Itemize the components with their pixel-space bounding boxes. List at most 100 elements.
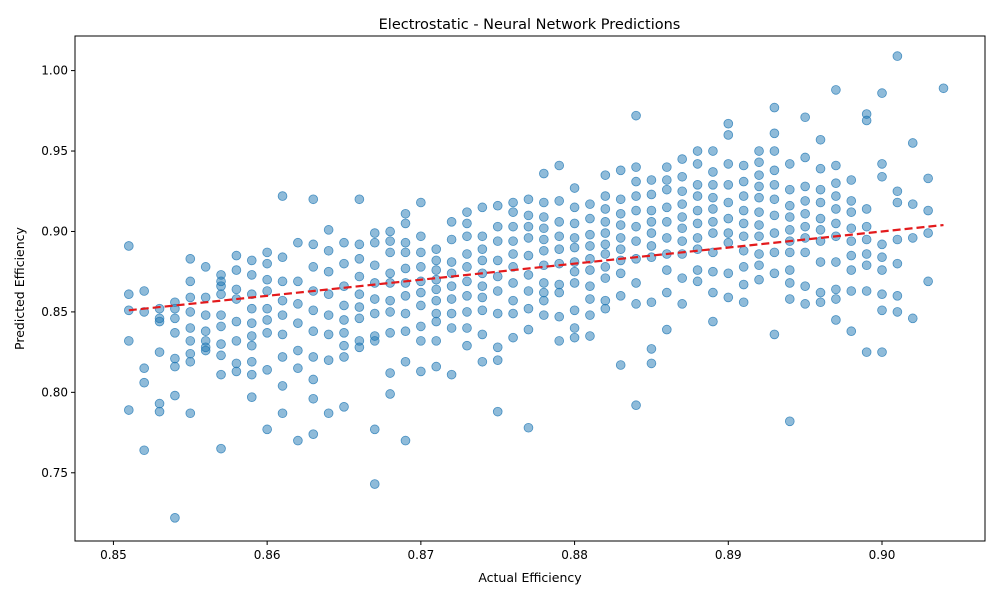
data-point — [600, 249, 611, 259]
data-point — [615, 268, 626, 279]
y-tick-label: 0.85 — [41, 305, 68, 319]
data-point — [646, 297, 657, 308]
data-point — [323, 225, 334, 235]
data-point — [139, 286, 149, 296]
data-point — [784, 294, 795, 304]
x-tick-label: 0.89 — [715, 548, 742, 562]
data-point — [231, 358, 242, 369]
data-point — [231, 265, 242, 275]
data-point — [646, 228, 657, 238]
data-point — [569, 233, 580, 243]
data-point — [800, 281, 810, 291]
data-point — [631, 162, 641, 172]
data-point — [462, 307, 472, 317]
data-point — [646, 217, 657, 227]
data-point — [861, 347, 872, 357]
data-point — [754, 192, 764, 203]
data-point — [738, 297, 749, 308]
data-point — [308, 352, 319, 362]
data-point — [615, 360, 626, 370]
data-point — [569, 183, 580, 193]
data-point — [477, 231, 488, 242]
data-point — [154, 347, 165, 357]
data-point — [246, 331, 257, 341]
data-point — [723, 130, 734, 140]
data-point — [631, 191, 641, 201]
data-point — [492, 355, 503, 365]
data-point — [723, 118, 734, 129]
data-point — [185, 292, 196, 303]
data-point — [185, 408, 196, 419]
data-point — [677, 212, 687, 222]
data-point — [907, 199, 918, 209]
data-point — [170, 390, 180, 401]
data-point — [277, 381, 288, 391]
data-point — [646, 344, 657, 354]
data-point — [462, 262, 472, 272]
data-point — [154, 398, 165, 409]
data-point — [846, 196, 857, 206]
data-point — [539, 168, 549, 179]
data-point — [723, 237, 734, 248]
data-point — [554, 311, 565, 322]
data-point — [308, 262, 319, 272]
data-point — [615, 233, 626, 243]
data-point — [831, 178, 841, 189]
data-point — [339, 258, 349, 269]
data-point — [400, 308, 411, 319]
data-point — [554, 336, 565, 346]
data-point — [539, 287, 549, 298]
data-point — [293, 237, 303, 248]
data-point — [677, 299, 687, 309]
data-point — [246, 369, 257, 380]
data-point — [662, 175, 672, 185]
data-point — [508, 197, 518, 208]
data-point — [784, 247, 795, 258]
data-point — [200, 326, 211, 337]
data-point — [585, 281, 595, 291]
data-point — [923, 228, 933, 238]
data-point — [323, 355, 334, 365]
data-point — [738, 191, 749, 201]
data-point — [293, 435, 303, 446]
data-point — [784, 212, 795, 222]
data-point — [800, 208, 810, 219]
data-point — [754, 146, 764, 156]
data-point — [339, 237, 349, 248]
data-point — [600, 262, 611, 272]
data-point — [492, 255, 503, 266]
data-point — [431, 255, 442, 266]
data-point — [738, 245, 749, 256]
data-point — [646, 205, 657, 216]
data-point — [262, 328, 272, 338]
data-point — [354, 313, 365, 324]
data-point — [585, 213, 595, 224]
data-point — [861, 115, 872, 126]
data-point — [631, 254, 641, 264]
data-point — [769, 180, 780, 190]
data-point — [339, 402, 349, 412]
data-point — [754, 220, 764, 230]
data-point — [708, 217, 718, 227]
data-point — [354, 194, 365, 205]
data-point — [492, 308, 503, 319]
data-point — [831, 284, 841, 295]
data-point — [216, 369, 226, 380]
data-point — [400, 263, 411, 274]
data-point — [462, 218, 472, 229]
data-point — [846, 236, 857, 246]
data-point — [431, 295, 442, 306]
data-point — [861, 221, 872, 232]
data-point — [369, 479, 380, 489]
y-axis: 0.75 0.80 0.85 0.90 0.95 1.00 — [41, 64, 75, 480]
points-layer — [124, 51, 949, 523]
data-point — [431, 361, 442, 372]
data-point — [723, 213, 734, 224]
data-point — [554, 217, 565, 227]
data-point — [308, 429, 319, 439]
data-point — [923, 173, 933, 184]
data-point — [446, 294, 457, 304]
data-point — [216, 350, 226, 361]
data-point — [416, 300, 426, 311]
